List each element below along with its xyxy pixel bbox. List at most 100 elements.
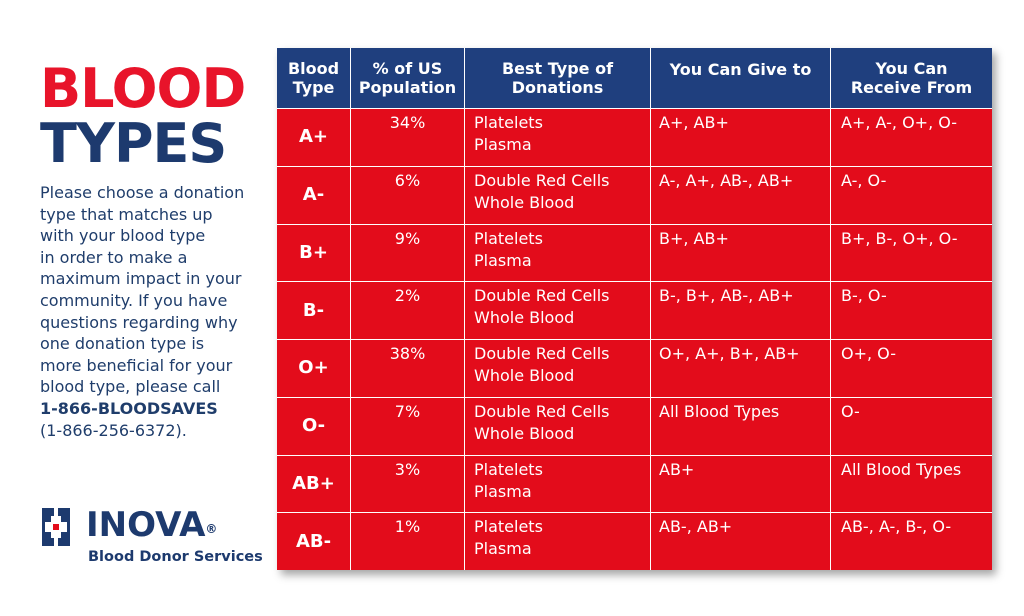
cell-give-to: B-, B+, AB-, AB+ xyxy=(651,282,831,339)
cell-blood-type-text: A- xyxy=(302,184,325,206)
cell-population: 2% xyxy=(351,282,465,339)
cell-blood-type-text: A+ xyxy=(298,126,328,148)
cell-give-to-text: B-, B+, AB-, AB+ xyxy=(659,286,794,306)
cell-give-to-text: A+, AB+ xyxy=(659,113,729,132)
cell-receive-from-text: A+, A-, O+, O- xyxy=(841,113,958,132)
cell-blood-type-text: B+ xyxy=(299,241,328,263)
cell-receive-from: B+, B-, O+, O- xyxy=(831,225,992,282)
cell-receive-from: B-, O- xyxy=(831,282,992,339)
cell-donations: Platelets Plasma xyxy=(465,109,651,166)
cell-blood-type-text: AB- xyxy=(295,530,332,552)
table-row: A- 6% Double Red Cells Whole Blood A-, A+, A… xyxy=(277,165,992,224)
cell-blood-type-text: B- xyxy=(302,299,325,321)
cell-receive-from-text: B+, B-, O+, O- xyxy=(841,228,958,248)
cell-give-to: AB-, AB+ xyxy=(651,513,831,570)
cell-population: 9% xyxy=(351,224,465,282)
logo-name: INOVA® xyxy=(86,505,218,545)
cell-receive-from-text: B-, O- xyxy=(841,286,887,306)
description-line: Please choose a donation xyxy=(40,183,245,202)
cell-blood-type: O- xyxy=(277,397,351,455)
donation-line: Plasma xyxy=(474,135,532,154)
intro-panel: BLOOD TYPES Please choose a donation typ… xyxy=(40,62,270,441)
cell-give-to: All Blood Types xyxy=(651,397,831,455)
header-receive-from: You Can Receive From xyxy=(850,59,973,97)
description-line: in order to make a xyxy=(40,247,188,267)
donation-line: Plasma xyxy=(474,250,532,270)
cell-donations: Double Red Cells Whole Blood xyxy=(465,340,651,397)
description-line: community. If you have xyxy=(40,290,228,310)
cell-donations: Double Red Cells Whole Blood xyxy=(465,282,651,339)
description-line: more beneficial for your xyxy=(40,355,233,375)
donation-line: Plasma xyxy=(474,539,532,559)
cell-receive-from-text: O- xyxy=(841,401,860,421)
donation-line: Platelets xyxy=(474,228,543,248)
donation-line: Plasma xyxy=(474,481,532,501)
cell-blood-type: O+ xyxy=(277,340,351,397)
cell-blood-type: B- xyxy=(277,282,351,339)
blood-types-table: Blood Type % of US Population Best Type of… xyxy=(277,48,992,570)
cell-receive-from-text: A-, O- xyxy=(841,170,887,190)
cell-receive-from: All Blood Types xyxy=(831,456,992,513)
cell-give-to-text: O+, A+, B+, AB+ xyxy=(659,344,800,363)
phone-number-numeric: (1-866-256-6372). xyxy=(40,420,187,440)
cell-population: 3% xyxy=(351,455,465,513)
title-blood: BLOOD xyxy=(40,57,246,120)
table-row: O+ 38% Double Red Cells Whole Blood O+, A+, … xyxy=(277,339,992,397)
cell-give-to: O+, A+, B+, AB+ xyxy=(651,340,831,397)
table-row: A+ 34% Platelets Plasma A+, AB+ A+, A-, O+, O… xyxy=(277,108,992,166)
cell-give-to: A+, AB+ xyxy=(651,109,831,166)
phone-number: 1-866-BLOODSAVES xyxy=(40,398,218,418)
cell-give-to: A-, A+, AB-, AB+ xyxy=(651,166,831,224)
donation-line: Double Red Cells xyxy=(474,344,610,363)
donation-line: Whole Blood xyxy=(474,192,575,212)
cell-population-text: 38% xyxy=(389,344,426,363)
cell-population: 7% xyxy=(351,397,465,455)
donation-line: Platelets xyxy=(474,517,543,537)
cell-blood-type-text: O- xyxy=(301,415,326,437)
cell-give-to: AB+ xyxy=(651,455,831,513)
cell-receive-from: AB-, A-, B-, O- xyxy=(831,513,992,570)
cell-donations: Double Red Cells Whole Blood xyxy=(465,397,651,455)
cell-give-to-text: B+, AB+ xyxy=(659,228,729,248)
cell-population-text: 7% xyxy=(394,401,421,421)
donation-line: Platelets xyxy=(474,113,543,132)
cell-population-text: 6% xyxy=(394,170,421,190)
donation-line: Double Red Cells xyxy=(474,401,610,421)
description-line: blood type, please call xyxy=(40,377,221,397)
table-row: B- 2% Double Red Cells Whole Blood B-, B+, A… xyxy=(277,281,992,339)
cell-population: 1% xyxy=(351,513,465,570)
cell-population-text: 1% xyxy=(394,517,421,537)
table-row: B+ 9% Platelets Plasma B+, AB+ B+, B-, O+, O- xyxy=(277,223,992,282)
table-row: AB- 1% Platelets Plasma AB-, AB+ AB-, A-, B-,… xyxy=(277,512,992,570)
cell-blood-type: A- xyxy=(277,166,351,224)
registered-mark: ® xyxy=(205,522,218,536)
cell-blood-type: B+ xyxy=(277,224,351,282)
cell-give-to-text: All Blood Types xyxy=(659,401,780,421)
cell-give-to-text: AB+ xyxy=(659,459,695,479)
donation-line: Whole Blood xyxy=(474,308,575,328)
cell-donations: Platelets Plasma xyxy=(465,224,651,282)
inova-logo: INOVA® Blood Donor Services xyxy=(40,505,280,575)
header-donations: Best Type of Donations xyxy=(465,48,651,108)
cell-blood-type-text: AB+ xyxy=(292,472,335,494)
cell-blood-type: AB- xyxy=(277,513,351,570)
description-line: with your blood type xyxy=(40,226,206,246)
donation-line: Double Red Cells xyxy=(474,170,610,190)
inova-cross-icon xyxy=(42,508,70,546)
header-population: % of US Population xyxy=(351,48,465,108)
cell-population: 34% xyxy=(351,109,465,166)
header-give-to: You Can Give to xyxy=(651,48,831,108)
cell-give-to-text: A-, A+, AB-, AB+ xyxy=(659,170,794,190)
cell-receive-from: A+, A-, O+, O- xyxy=(831,109,992,166)
cell-receive-from-text: All Blood Types xyxy=(841,459,962,479)
description: Please choose a donation type that match… xyxy=(40,182,272,441)
cell-give-to: B+, AB+ xyxy=(651,224,831,282)
donation-line: Platelets xyxy=(474,459,543,479)
cell-population: 38% xyxy=(351,340,465,397)
logo-subtitle: Blood Donor Services xyxy=(88,549,263,565)
description-line: questions regarding why xyxy=(40,312,238,332)
description-line: one donation type is xyxy=(40,334,205,354)
cell-donations: Platelets Plasma xyxy=(465,513,651,570)
cell-receive-from: O+, O- xyxy=(831,340,992,397)
cell-receive-from-text: O+, O- xyxy=(841,344,896,363)
